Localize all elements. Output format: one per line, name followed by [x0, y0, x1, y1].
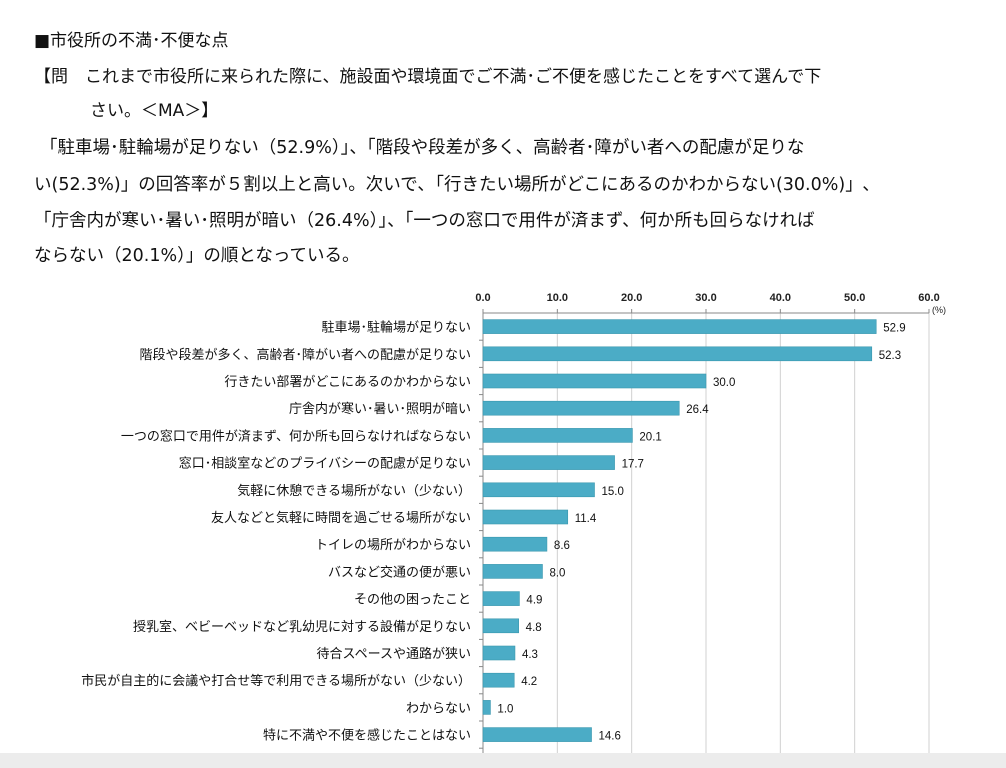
bar — [482, 428, 633, 443]
bar-chart: 0.0 10.0 20.0 30.0 40.0 50.0 60.0(%) 駐車場･駐輪場が足り… — [81, 292, 946, 755]
bar — [482, 672, 515, 688]
category-label: 気軽に休憩できる場所がない（少ない） — [237, 483, 471, 498]
summary-line-3: 「庁舎内が寒い･暑い･照明が暗い（26.4%）」、「一つの窓口で用件が済まず、何… — [34, 211, 815, 231]
x-tick-label: 20.0 — [621, 292, 642, 304]
bar — [482, 509, 569, 525]
category-label: その他の困ったこと — [354, 592, 471, 607]
x-tick-label: 60.0 — [918, 292, 939, 304]
summary-line-4: ならない（20.1%）」の順となっている。 — [34, 246, 360, 266]
category-label: バスなど交通の便が悪い — [328, 564, 471, 579]
summary-line-2: い(52.3%)」の回答率が５割以上と高い。次いで､「行きたい場所がどこにあるの… — [34, 175, 872, 195]
x-tick-label: 0.0 — [475, 292, 490, 304]
bar — [482, 727, 592, 742]
category-label: 待合スペースや通路が狭い — [317, 646, 471, 661]
value-label: 30.0 — [713, 377, 735, 389]
category-label: 行きたい部署がどこにあるのかわからない — [224, 374, 471, 389]
value-label: 4.9 — [526, 595, 542, 607]
value-label: 4.8 — [526, 622, 542, 634]
category-label: 駐車場･駐輪場が足りない — [321, 320, 471, 335]
value-label: 52.9 — [883, 323, 905, 335]
category-label: 授乳室、ベビーベッドなど乳幼児に対する設備が足りない — [133, 619, 471, 634]
category-label: 一つの窓口で用件が済まず、何か所も回らなければならない — [121, 428, 471, 443]
value-label: 8.0 — [549, 567, 565, 579]
x-tick-label: 30.0 — [695, 292, 716, 304]
value-label: 8.6 — [554, 540, 570, 552]
value-label: 4.2 — [521, 676, 537, 688]
value-label: 52.3 — [879, 350, 901, 362]
bar — [482, 536, 548, 552]
bar — [482, 400, 680, 416]
value-label: 11.4 — [575, 513, 597, 525]
value-label: 17.7 — [622, 459, 644, 471]
category-label: 階段や段差が多く、高齢者･障がい者への配慮が足りない — [139, 347, 471, 362]
bar — [482, 346, 873, 362]
category-label: 庁舎内が寒い･暑い･照明が暗い — [289, 401, 471, 416]
value-label: 1.0 — [497, 703, 513, 715]
bar — [482, 618, 519, 634]
value-label: 15.0 — [602, 486, 624, 498]
bar — [482, 373, 707, 389]
category-label: トイレの場所がわからない — [315, 537, 471, 552]
category-label: わからない — [406, 700, 471, 715]
value-label: 4.3 — [522, 649, 538, 661]
bar — [482, 645, 516, 661]
category-label: 市民が自主的に会議や打合せ等で利用できる場所がない（少ない） — [81, 673, 471, 688]
section-heading: ■市役所の不満･不便な点 — [34, 31, 229, 51]
unit-label: (%) — [932, 305, 946, 315]
bar — [482, 455, 615, 470]
x-tick-label: 10.0 — [547, 292, 568, 304]
bar — [482, 591, 520, 606]
question-line-1: 【問 これまで市役所に来られた際に、施設面や環境面でご不満･ご不便を感じたことを… — [34, 67, 822, 87]
bar — [482, 482, 595, 498]
bar — [482, 564, 543, 579]
category-label: 友人などと気軽に時間を過ごせる場所がない — [211, 510, 471, 525]
category-label: 特に不満や不便を感じたことはない — [263, 728, 471, 743]
value-label: 20.1 — [639, 431, 661, 443]
x-tick-label: 40.0 — [770, 292, 791, 304]
summary-line-1: 「駐車場･駐輪場が足りない（52.9%）」、「階段や段差が多く、高齢者･障がい者… — [40, 138, 805, 158]
value-label: 26.4 — [686, 404, 709, 416]
bar — [482, 319, 877, 334]
x-tick-label: 50.0 — [844, 292, 865, 304]
value-label: 14.6 — [599, 731, 621, 743]
question-line-2: さい。＜MA＞】 — [90, 101, 219, 121]
bottom-scroll-area — [0, 753, 1006, 768]
bar — [482, 700, 491, 715]
category-label: 窓口･相談室などのプライバシーの配慮が足りない — [179, 456, 471, 471]
